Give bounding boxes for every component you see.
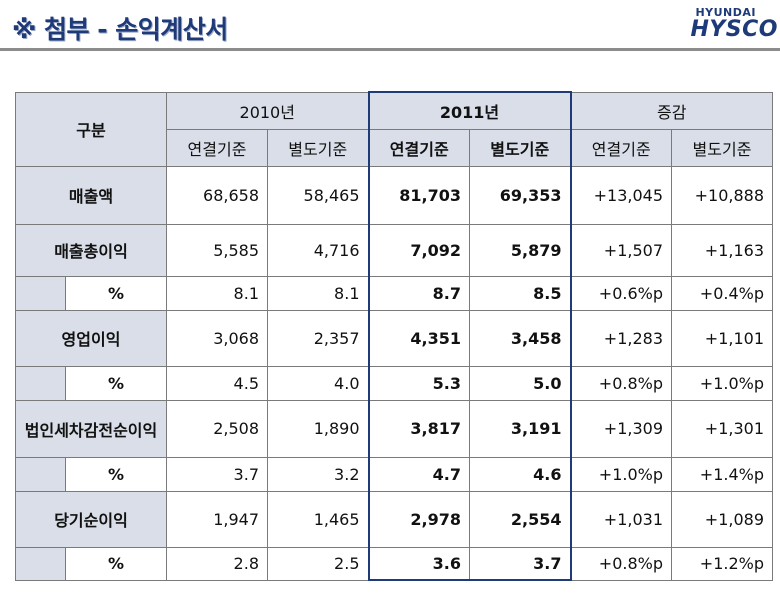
table-cell: 2.8	[166, 546, 268, 581]
table-cell: +1,507	[570, 223, 672, 277]
table-cell: +1,301	[671, 399, 773, 458]
table-cell: +0.4%p	[671, 275, 773, 311]
indent-cell	[15, 546, 66, 581]
table-row-percent: % 3.7 3.2 4.7 4.6 +1.0%p +1.4%p	[15, 456, 773, 492]
table-cell: 3,191	[469, 399, 572, 458]
income-statement-table: 구분 2010년 2011년 증감 연결기준 별도기준 연결기준 별도기준 연결…	[15, 91, 773, 581]
table-row: 매출액 68,658 58,465 81,703 69,353 +13,045 …	[15, 165, 773, 225]
subheader-2010-separate: 별도기준	[267, 128, 369, 167]
group-2011: 2011년	[367, 91, 572, 130]
table-cell: +0.8%p	[570, 546, 672, 581]
group-2010: 2010년	[166, 91, 369, 130]
table-cell: 4.0	[267, 365, 369, 401]
table-cell: 8.7	[367, 275, 470, 311]
table-cell: +1,101	[671, 309, 773, 367]
table-row-percent: % 2.8 2.5 3.6 3.7 +0.8%p +1.2%p	[15, 546, 773, 581]
table-cell: 7,092	[367, 223, 470, 277]
table-cell: +1,089	[671, 490, 773, 548]
table-cell: 8.1	[267, 275, 369, 311]
logo-brand-main: HYSCO	[690, 17, 778, 42]
row-label: 법인세차감전순이익	[15, 399, 167, 458]
row-label: 당기순이익	[15, 490, 167, 548]
page-title: ※ 첨부 - 손익계산서	[12, 15, 228, 44]
table-cell: 2,357	[267, 309, 369, 367]
table-cell: 58,465	[267, 165, 369, 225]
table-cell: 5.0	[469, 365, 572, 401]
table-cell: 3,817	[367, 399, 470, 458]
table-cell: 4,716	[267, 223, 369, 277]
table-row: 법인세차감전순이익 2,508 1,890 3,817 3,191 +1,309…	[15, 399, 773, 458]
row-label: %	[65, 365, 167, 401]
title-divider	[0, 48, 780, 51]
table-cell: 2.5	[267, 546, 369, 581]
subheader-2011-separate: 별도기준	[469, 128, 572, 167]
table-cell: +10,888	[671, 165, 773, 225]
table-cell: 8.1	[166, 275, 268, 311]
table-cell: 2,978	[367, 490, 470, 548]
table-cell: 3.7	[166, 456, 268, 492]
table-cell: 3,068	[166, 309, 268, 367]
table-cell: +0.8%p	[570, 365, 672, 401]
table-cell: +1.4%p	[671, 456, 773, 492]
row-label: %	[65, 546, 167, 581]
table-cell: 5,879	[469, 223, 572, 277]
table-cell: 4.6	[469, 456, 572, 492]
table-cell: 4.5	[166, 365, 268, 401]
indent-cell	[15, 365, 66, 401]
table-cell: +1,163	[671, 223, 773, 277]
row-label: 매출총이익	[15, 223, 167, 277]
row-label: 매출액	[15, 165, 167, 225]
table-cell: +13,045	[570, 165, 672, 225]
subheader-2011-consolidated: 연결기준	[367, 128, 470, 167]
header-row-sub: 연결기준 별도기준 연결기준 별도기준 연결기준 별도기준	[16, 128, 773, 167]
table-cell: 5,585	[166, 223, 268, 277]
row-label: %	[65, 275, 167, 311]
table-cell: 4.7	[367, 456, 470, 492]
table-cell: 1,890	[267, 399, 369, 458]
indent-cell	[15, 456, 66, 492]
subheader-2010-consolidated: 연결기준	[166, 128, 268, 167]
table-row: 매출총이익 5,585 4,716 7,092 5,879 +1,507 +1,…	[15, 223, 773, 277]
table-cell: 81,703	[367, 165, 470, 225]
table-cell: 1,947	[166, 490, 268, 548]
table-cell: 1,465	[267, 490, 369, 548]
table-cell: 3.2	[267, 456, 369, 492]
logo-brand-top: HYUNDAI	[695, 6, 756, 19]
company-logo: HYUNDAI HYSCO	[690, 6, 778, 41]
table-cell: +1,283	[570, 309, 672, 367]
subheader-change-separate: 별도기준	[671, 128, 773, 167]
table-cell: 5.3	[367, 365, 470, 401]
table-cell: +1,031	[570, 490, 672, 548]
table-cell: 69,353	[469, 165, 572, 225]
table-cell: 2,554	[469, 490, 572, 548]
table-cell: 3,458	[469, 309, 572, 367]
table-cell: 4,351	[367, 309, 470, 367]
table-row: 영업이익 3,068 2,357 4,351 3,458 +1,283 +1,1…	[15, 309, 773, 367]
table-cell: 2,508	[166, 399, 268, 458]
table-cell: +1.0%p	[671, 365, 773, 401]
table-cell: 8.5	[469, 275, 572, 311]
table-row-percent: % 4.5 4.0 5.3 5.0 +0.8%p +1.0%p	[15, 365, 773, 401]
subheader-change-consolidated: 연결기준	[570, 128, 672, 167]
table-cell: +1.0%p	[570, 456, 672, 492]
table-cell: +1.2%p	[671, 546, 773, 581]
row-label: 영업이익	[15, 309, 167, 367]
label-header: 구분	[15, 91, 167, 167]
table-cell: +0.6%p	[570, 275, 672, 311]
row-label: %	[65, 456, 167, 492]
table-cell: 3.7	[469, 546, 572, 581]
table-row-percent: % 8.1 8.1 8.7 8.5 +0.6%p +0.4%p	[15, 275, 773, 311]
table-row: 당기순이익 1,947 1,465 2,978 2,554 +1,031 +1,…	[15, 490, 773, 548]
indent-cell	[15, 275, 66, 311]
table-cell: +1,309	[570, 399, 672, 458]
header-row-groups: 구분 2010년 2011년 증감	[15, 91, 773, 167]
table-cell: 3.6	[367, 546, 470, 581]
table-cell: 68,658	[166, 165, 268, 225]
group-change: 증감	[570, 91, 773, 130]
